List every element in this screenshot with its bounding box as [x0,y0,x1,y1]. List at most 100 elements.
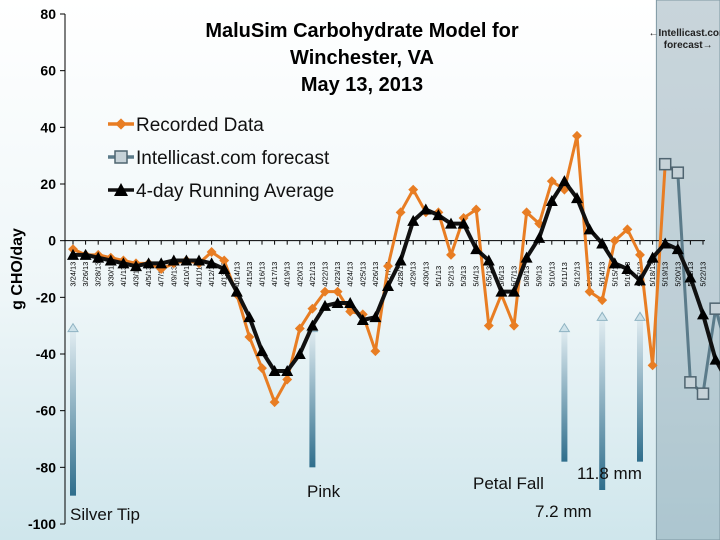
average-point [659,237,672,249]
average-point [256,345,268,357]
average-point [470,243,483,255]
stage-annotation: 7.2 mm [535,502,592,521]
x-tick-label: 5/18/13 [648,262,657,287]
y-tick-label: 60 [40,63,56,79]
average-point [142,257,155,269]
y-tick-label: 80 [40,6,56,22]
x-tick-label: 4/13/13 [220,262,229,287]
legend-average-label: 4-day Running Average [136,181,334,202]
x-tick-label: 5/12/13 [573,262,582,287]
arrow-head [67,322,79,333]
average-point [79,248,92,260]
x-tick-label: 4/1/13 [119,266,128,287]
recorded-point [282,374,293,385]
forecast-label: ←Intellicast.com forecast→ [648,28,720,51]
arrow-head [558,322,571,333]
annotations: Silver Tip Pink Petal Fall 7.2 mm 11.8 mm [70,464,642,524]
title-line: MaluSim Carbohydrate Model for [205,20,519,42]
legend-forecast-label: Intellicast.com forecast [136,148,330,169]
arrow-head [634,311,646,321]
average-point [104,254,117,266]
forecast-point [696,387,710,400]
average-point [608,257,621,269]
stage-annotation: Pink [307,482,341,501]
x-tick-label: 4/19/13 [283,262,292,287]
average-point [243,311,256,323]
average-point [382,280,394,291]
recorded-point [332,286,343,297]
recorded-point [307,303,318,314]
average-point [545,195,558,206]
x-tick-label: 4/30/13 [421,262,430,287]
arrow-head [596,311,609,321]
x-tick-label: 4/12/13 [207,262,216,287]
x-tick-label: 4/24/13 [346,262,355,287]
average-point [92,251,105,263]
average-point [432,209,445,221]
recorded-point [609,235,620,246]
average-point [369,311,382,323]
recorded-point [206,247,217,257]
stage-arrow [599,314,606,490]
legend-marker [115,118,127,130]
y-tick-label: -40 [36,346,56,362]
x-tick-label: 4/15/13 [245,262,254,287]
average-point [167,254,180,266]
x-tick-label: 5/14/13 [598,262,607,287]
recorded-point [521,207,532,218]
average-point [508,285,520,297]
x-tick-label: 5/11/13 [560,262,569,286]
x-tick-label: 3/24/13 [69,262,78,287]
x-tick-label: 4/28/13 [396,262,405,287]
average-point [117,257,130,269]
series-group [67,130,720,408]
x-tick-label: 5/20/13 [673,262,682,287]
average-point [205,257,218,269]
forecast-point [709,302,720,315]
x-tick-label: 4/23/13 [333,262,342,287]
x-tick-label: 5/10/13 [547,262,556,287]
recorded-point [320,286,330,297]
stage-annotation: 11.8 mm [577,464,642,483]
running-average-series [73,179,720,373]
x-tick-label: 4/7/13 [157,266,166,287]
average-point [155,257,168,269]
x-tick-label: 5/8/13 [522,266,531,287]
recorded-point [244,332,255,342]
recorded-point [383,261,393,272]
y-tick-label: 40 [40,119,56,135]
recorded-point [597,295,608,306]
stage-arrow [70,325,76,496]
recorded-point [546,176,557,187]
x-tick-label: 4/16/13 [258,262,267,287]
recorded-point [471,204,482,215]
title-line: May 13, 2013 [301,74,423,96]
average-point [583,223,596,235]
average-point [457,217,470,229]
y-tick-label: 20 [40,176,56,192]
forecast-series [664,162,720,396]
legend-recorded-label: Recorded Data [136,115,264,136]
average-point [533,231,546,243]
average-point [344,297,357,308]
x-tick-label: 4/25/13 [358,262,367,287]
x-tick-label: 5/16/13 [623,262,632,287]
average-point [67,248,79,260]
x-tick-label: 4/9/13 [169,266,178,287]
x-tick-label: 5/1/13 [434,266,443,287]
average-point [495,285,508,297]
x-tick-label: 4/14/13 [232,262,241,287]
x-tick-label: 5/9/13 [535,266,544,287]
average-point [407,214,420,226]
stage-arrows [67,311,646,496]
stage-arrow [561,325,568,462]
average-point [306,319,319,331]
recorded-point [572,130,582,141]
chart-title: MaluSim Carbohydrate Model for Winchester… [205,20,519,96]
recorded-point [408,184,419,195]
forecast-point [671,166,685,179]
x-tick-label: 3/30/13 [106,262,115,287]
recorded-point [446,249,456,260]
x-tick-label: 3/28/13 [94,262,103,287]
